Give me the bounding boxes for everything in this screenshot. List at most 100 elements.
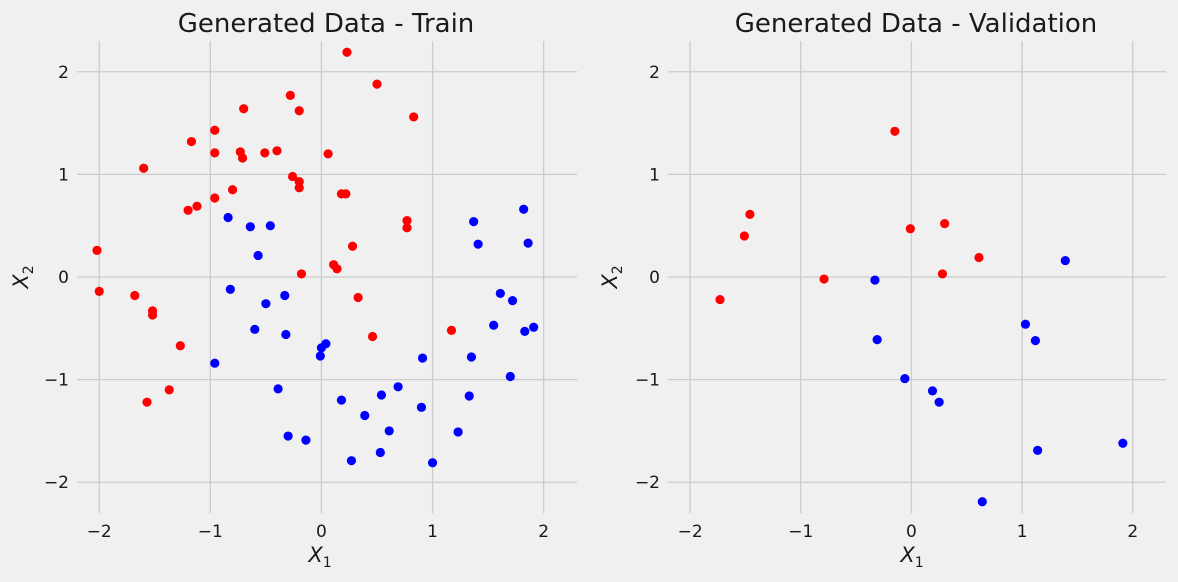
train-y-tick-label: 2 (58, 63, 69, 83)
train-red-point (192, 201, 202, 211)
train-x-tick-label: 2 (538, 522, 549, 542)
train-blue-point (529, 322, 539, 332)
train-x-tick-label: 1 (427, 522, 438, 542)
validation-y-tick-label: 2 (649, 63, 660, 83)
train-blue-point (265, 221, 275, 231)
train-red-point (139, 163, 149, 173)
train-blue-point (393, 382, 403, 392)
validation-blue-point (1118, 438, 1128, 448)
validation-blue-point (1020, 319, 1031, 329)
train-blue-point (360, 410, 370, 421)
validation-y-tick-label: −2 (635, 473, 660, 493)
train-red-point (402, 223, 412, 233)
validation-x-tick-label: 2 (1127, 522, 1138, 542)
train-red-point (237, 153, 248, 163)
train-red-point (342, 47, 352, 57)
train-red-point (183, 205, 193, 215)
validation-x-tick-label: 0 (906, 522, 917, 542)
train-blue-point (321, 339, 331, 349)
train-blue-point (283, 431, 293, 441)
validation-ticks: −2 −1 0 1 2 −2 −1 0 1 2 (635, 63, 1138, 542)
train-blue-point (505, 371, 515, 382)
train-red-point (323, 149, 333, 159)
train-blue-point (376, 390, 387, 400)
train-scatter-panel: Generated Data - Train −2 −1 0 1 2 −2 −1 0 1 2 X1… (9, 9, 577, 571)
train-ticks: −2 −1 0 1 2 −2 −1 0 1 2 (44, 63, 549, 542)
validation-x-axis-label: X1 (899, 543, 923, 571)
train-blue-point (336, 395, 347, 405)
validation-red-point (890, 126, 900, 136)
validation-red-point (905, 224, 915, 234)
validation-blue-point (872, 334, 882, 345)
validation-x-tick-label: −2 (678, 522, 703, 542)
train-red-point (294, 106, 304, 116)
train-red-point (175, 341, 185, 351)
validation-red-point (739, 231, 749, 241)
train-blue-point (301, 435, 311, 445)
validation-y-tick-label: 1 (649, 165, 660, 185)
train-red-point (296, 269, 307, 279)
train-red-point (402, 215, 412, 226)
validation-y-tick-label: −1 (635, 371, 660, 391)
validation-blue-point (1033, 445, 1043, 456)
validation-red-point (940, 219, 950, 229)
train-blue-point (469, 216, 479, 227)
train-blue-point (417, 353, 428, 363)
train-red-point (210, 125, 220, 135)
train-blue-point (416, 402, 427, 412)
train-red-point (147, 310, 158, 320)
validation-blue-point (870, 275, 880, 285)
train-blue-point (473, 239, 483, 249)
train-y-tick-label: 0 (58, 268, 69, 288)
train-red-point (367, 331, 378, 342)
train-red-point (409, 112, 419, 122)
validation-chart-title: Generated Data - Validation (735, 9, 1098, 39)
train-red-point (92, 245, 102, 255)
train-red-point (446, 325, 457, 335)
train-red-point (294, 183, 304, 193)
train-red-point (164, 385, 174, 395)
train-blue-point (253, 250, 263, 261)
train-x-tick-label: 0 (316, 522, 327, 542)
train-red-point (341, 189, 351, 199)
train-grid (77, 41, 577, 513)
train-red-point (372, 79, 382, 89)
validation-blue-point (934, 397, 944, 407)
train-red-point (353, 292, 363, 303)
validation-scatter-panel: Generated Data - Validation −2 −1 0 1 2 −2 −1 0… (598, 9, 1166, 571)
train-blue-point (466, 352, 477, 362)
train-blue-point (280, 290, 290, 301)
train-blue-point (375, 447, 385, 458)
train-y-tick-label: 1 (58, 165, 69, 185)
train-blue-point (495, 288, 505, 299)
train-blue-point (520, 326, 530, 336)
validation-grid (668, 41, 1166, 513)
train-red-point (285, 90, 295, 100)
train-blue-point (507, 296, 518, 306)
validation-y-tick-label: 0 (649, 268, 660, 288)
train-blue-point (225, 284, 235, 294)
validation-red-point (715, 294, 725, 305)
train-blue-point (384, 426, 394, 436)
train-red-point (239, 104, 249, 114)
train-blue-point (464, 391, 474, 401)
validation-points (715, 126, 1128, 507)
validation-red-point (745, 209, 755, 220)
validation-y-axis-label: X2 (598, 265, 626, 289)
train-red-point (287, 171, 298, 182)
train-blue-point (427, 458, 438, 468)
validation-red-point (974, 252, 984, 263)
train-red-point (186, 136, 197, 147)
validation-blue-point (977, 497, 987, 507)
validation-blue-point (900, 373, 910, 384)
train-chart-title: Generated Data - Train (178, 9, 475, 39)
validation-red-point (819, 274, 829, 284)
train-blue-point (315, 351, 325, 361)
train-red-point (332, 264, 342, 274)
validation-red-point (937, 269, 948, 279)
train-red-point (272, 146, 282, 156)
train-y-axis-label: X2 (9, 265, 37, 289)
train-blue-point (210, 358, 220, 368)
train-blue-point (281, 329, 291, 340)
